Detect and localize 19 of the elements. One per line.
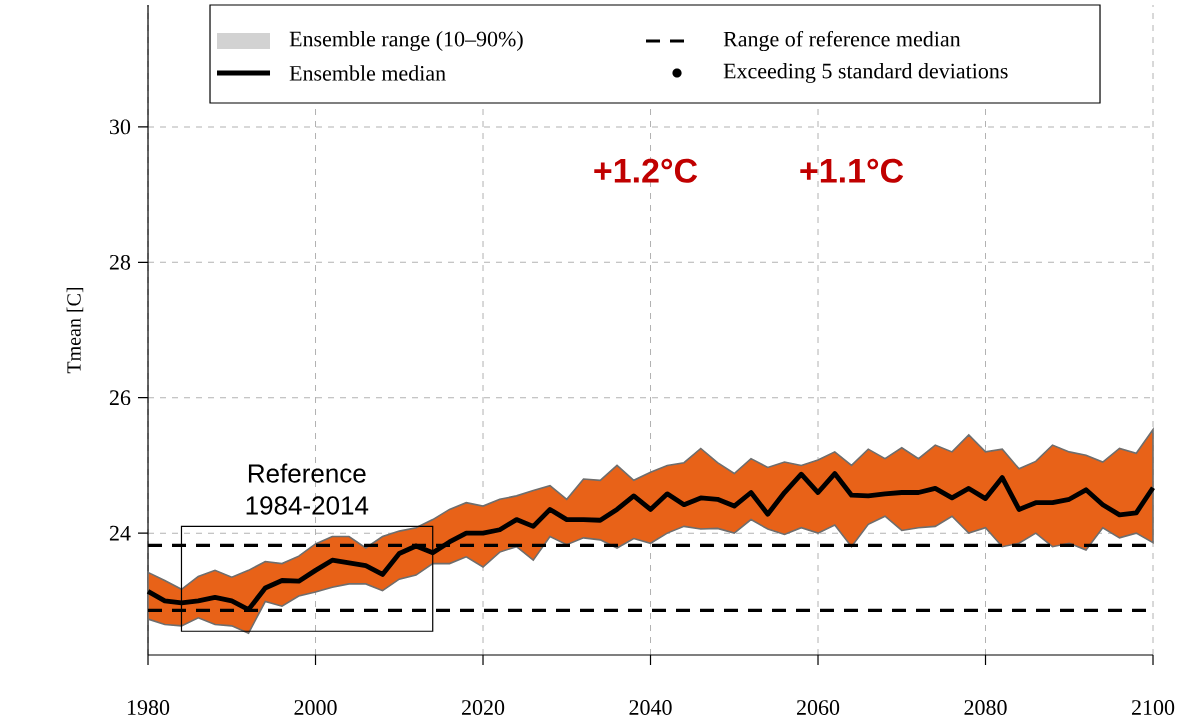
x-tick-label: 1980 [127, 700, 170, 715]
y-tick-label: 26 [109, 390, 131, 406]
annotation: +1.2°C [594, 158, 698, 183]
annotation: Reference 1984-2014 [246, 463, 369, 515]
legend-label: Range of reference median [723, 30, 961, 52]
y-tick-label: 24 [109, 525, 131, 541]
y-tick-label: 30 [110, 119, 131, 135]
x-tick-label: 2000 [294, 700, 337, 715]
legend-label: Ensemble median [289, 65, 446, 81]
annotation: Ensemble range (10–90%) [289, 31, 523, 51]
x-tick-label: 2040 [629, 700, 672, 715]
y-tick-label: 28 [109, 254, 131, 270]
x-tick-label: 2060 [796, 700, 840, 715]
y-axis-title: Tmean [C] [66, 287, 84, 374]
x-tick-label: 2020 [461, 700, 505, 715]
x-tick-label: 2080 [964, 700, 1007, 715]
annotation: Exceeding 5 standard deviations [723, 63, 1008, 83]
annotation: +1.1°C [800, 158, 904, 183]
x-tick-label: 2100 [1131, 700, 1175, 715]
